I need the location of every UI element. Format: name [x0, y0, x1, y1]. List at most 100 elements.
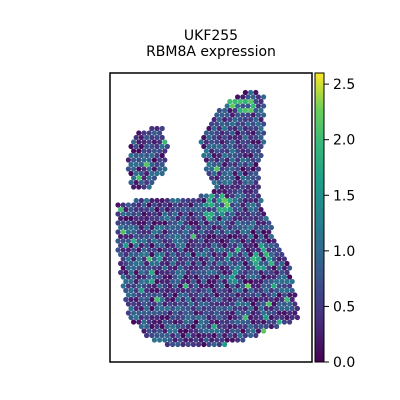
expression-spot: [261, 265, 267, 271]
expression-spot: [206, 269, 212, 276]
expression-spot: [258, 233, 264, 240]
expression-spot: [255, 238, 261, 244]
expression-spot: [170, 215, 176, 222]
expression-spot: [229, 220, 235, 226]
expression-spot: [151, 202, 157, 208]
expression-spot: [214, 238, 220, 244]
expression-spot: [162, 247, 168, 253]
expression-spot: [146, 283, 152, 289]
expression-spot: [128, 296, 134, 303]
expression-spot: [154, 278, 160, 285]
chart-title-line-1: UKF255: [184, 28, 238, 44]
expression-spot: [118, 233, 124, 240]
expression-spot: [151, 220, 157, 226]
expression-spot: [255, 202, 261, 208]
expression-spot: [133, 152, 139, 159]
expression-spot: [235, 229, 241, 235]
expression-spot: [232, 143, 238, 150]
expression-spot: [289, 305, 295, 312]
expression-spot: [258, 206, 264, 213]
expression-spot: [128, 215, 134, 222]
expression-spot: [136, 238, 142, 244]
expression-spot: [157, 265, 163, 271]
expression-spot: [245, 301, 251, 307]
expression-spot: [214, 319, 220, 325]
expression-spot: [248, 143, 254, 150]
expression-spot: [237, 278, 243, 285]
expression-spot: [206, 332, 212, 339]
expression-spot: [222, 242, 228, 249]
expression-spot: [258, 287, 264, 294]
expression-spot: [240, 184, 246, 190]
expression-spot: [242, 260, 248, 267]
expression-spot: [151, 211, 157, 217]
expression-spot: [227, 269, 233, 276]
expression-spot: [263, 278, 269, 285]
expression-spot: [162, 139, 168, 145]
expression-spot: [154, 242, 160, 249]
expression-spot: [170, 197, 176, 204]
expression-spot: [144, 251, 150, 258]
expression-spot: [222, 206, 228, 213]
expression-spot: [196, 305, 202, 312]
expression-spot: [190, 287, 196, 294]
expression-spot: [185, 269, 191, 276]
expression-spot: [177, 202, 183, 208]
expression-spot: [242, 278, 248, 285]
expression-spot: [159, 305, 165, 312]
expression-spot: [224, 220, 230, 226]
colorbar-tick-label: 1.5: [333, 188, 355, 204]
expression-spot: [133, 314, 139, 321]
expression-spot: [120, 202, 126, 208]
expression-spot: [118, 224, 124, 231]
expression-spot: [167, 265, 173, 271]
expression-spot: [206, 152, 212, 159]
expression-spot: [258, 98, 264, 105]
expression-spot: [131, 175, 137, 181]
expression-spot: [261, 310, 267, 316]
expression-spot: [162, 256, 168, 262]
expression-spot: [242, 89, 248, 96]
expression-spot: [258, 116, 264, 123]
expression-spot: [229, 229, 235, 235]
expression-spot: [219, 175, 225, 181]
expression-spot: [214, 292, 220, 298]
expression-spot: [209, 310, 215, 316]
expression-spot: [172, 301, 178, 307]
expression-spot: [250, 220, 256, 226]
expression-spot: [136, 130, 142, 136]
expression-spot: [183, 202, 189, 208]
expression-spot: [201, 152, 207, 159]
expression-spot: [245, 265, 251, 271]
expression-spot: [164, 251, 170, 258]
expression-spot: [242, 323, 248, 330]
expression-spot: [188, 265, 194, 271]
expression-spot: [157, 166, 163, 172]
expression-spot: [177, 247, 183, 253]
expression-spot: [271, 247, 277, 253]
expression-spot: [175, 251, 181, 258]
expression-spot: [248, 197, 254, 204]
expression-spot: [172, 220, 178, 226]
expression-spot: [253, 89, 259, 96]
expression-spot: [196, 296, 202, 303]
expression-spot: [281, 274, 287, 280]
expression-spot: [203, 265, 209, 271]
expression-spot: [245, 157, 251, 163]
expression-spot: [235, 139, 241, 145]
expression-spot: [245, 283, 251, 289]
expression-spot: [271, 238, 277, 244]
expression-spot: [151, 256, 157, 262]
expression-spot: [133, 170, 139, 177]
expression-spot: [240, 265, 246, 271]
expression-spot: [203, 148, 209, 154]
expression-spot: [136, 292, 142, 298]
expression-spot: [185, 215, 191, 222]
expression-spot: [144, 332, 150, 339]
expression-spot: [180, 287, 186, 294]
expression-spot: [175, 269, 181, 276]
expression-spot: [245, 112, 251, 118]
expression-spot: [175, 323, 181, 330]
expression-spot: [229, 265, 235, 271]
expression-spot: [216, 107, 222, 114]
